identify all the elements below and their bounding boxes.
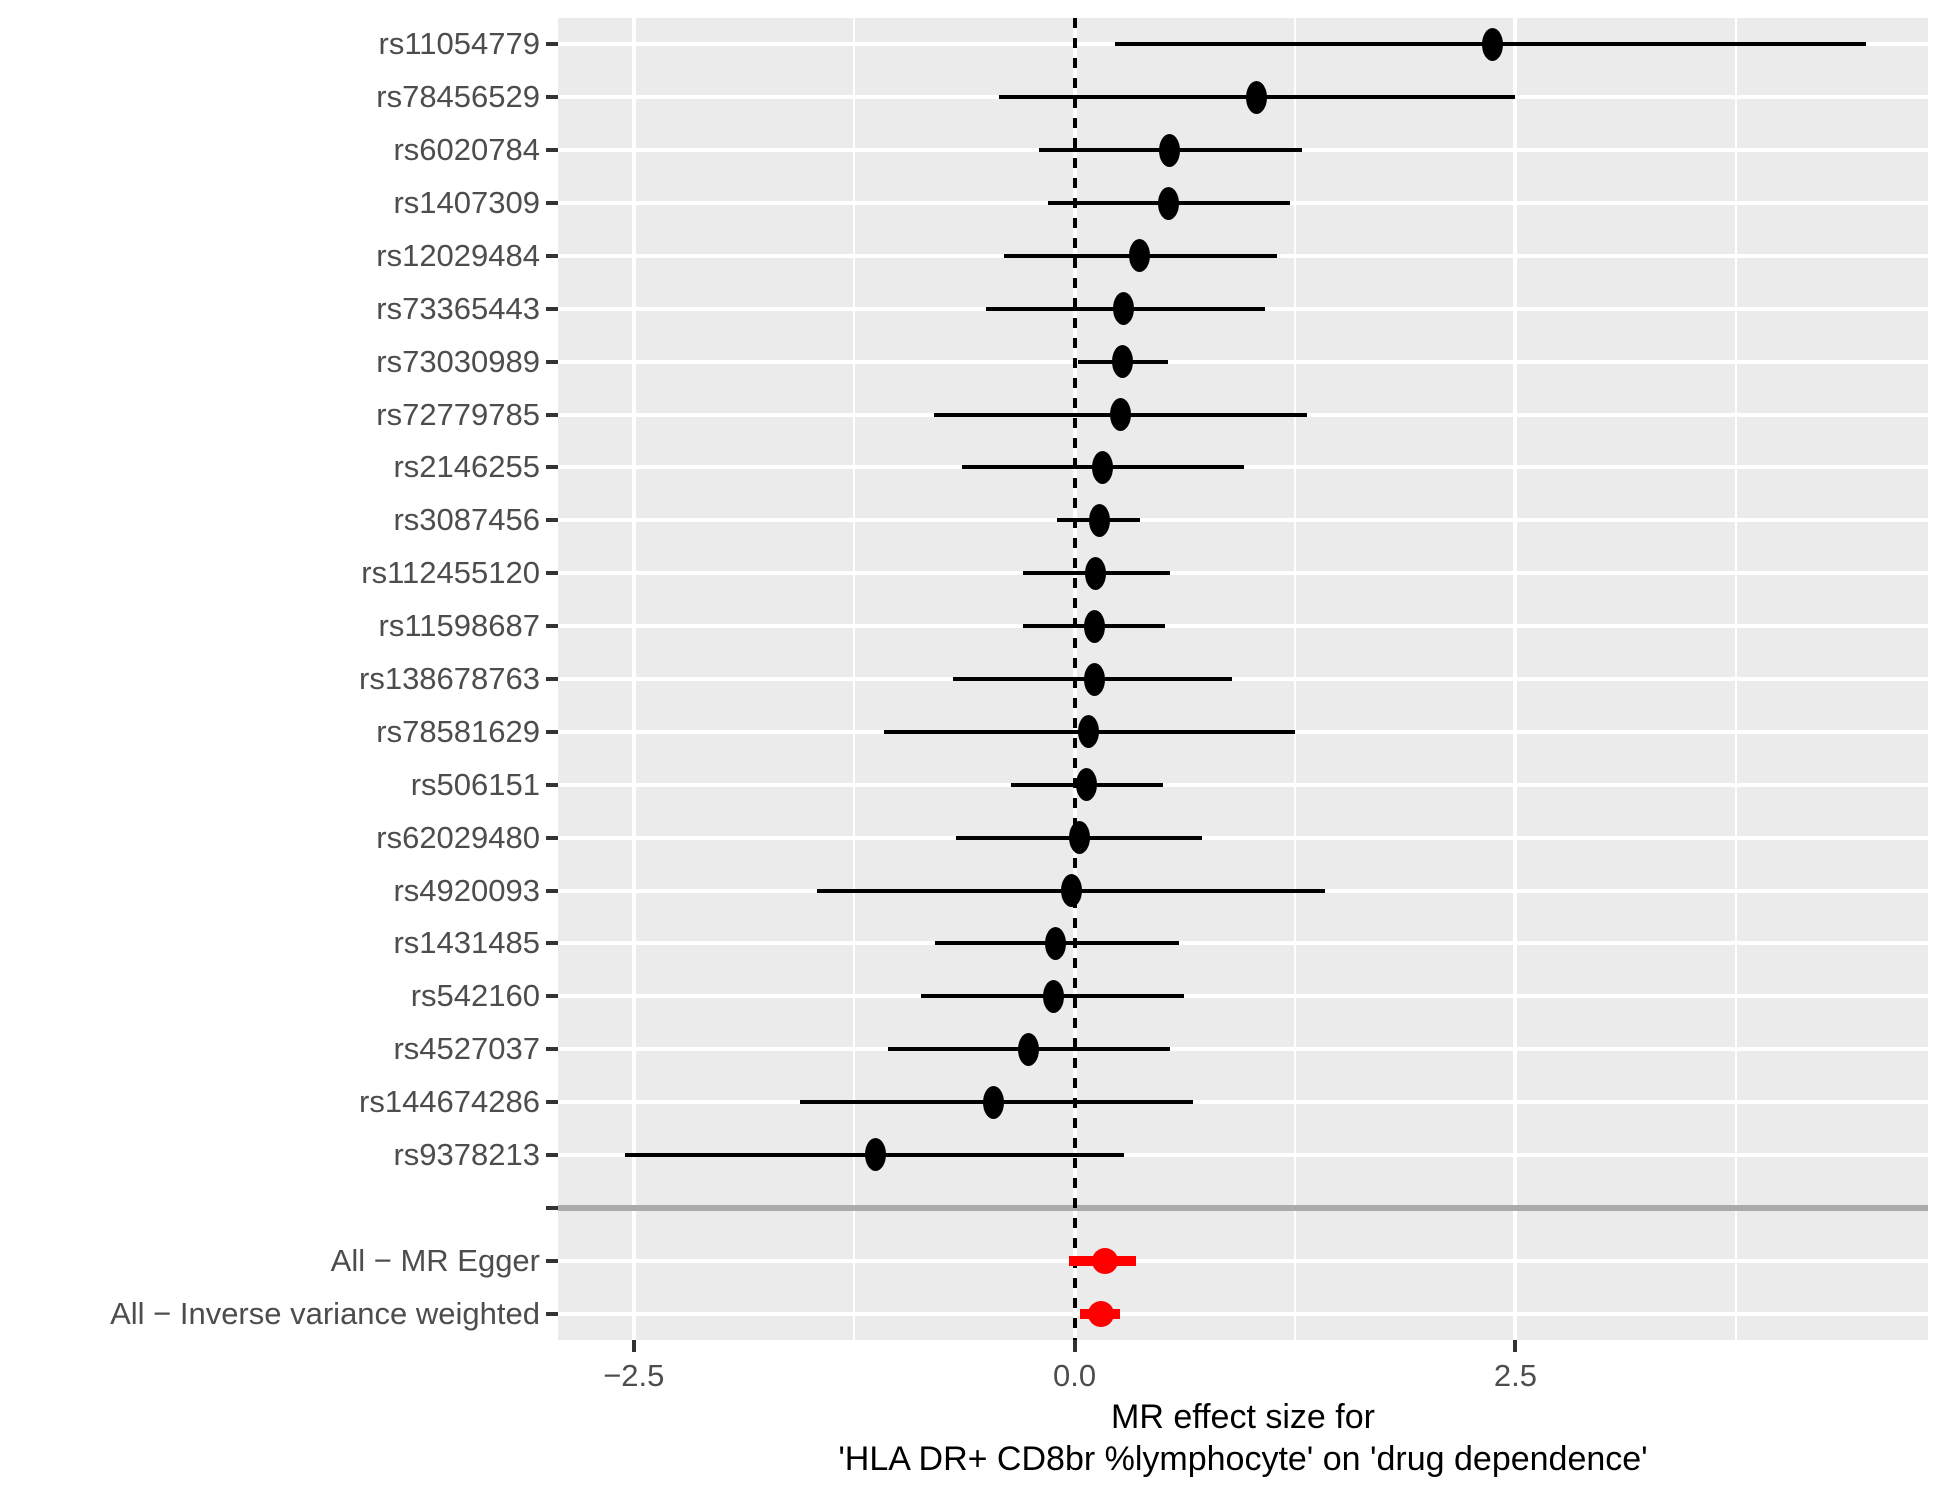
snp-point-estimate [1044, 926, 1066, 960]
y-axis-tick [546, 994, 558, 999]
y-axis-label: rs4920093 [393, 872, 540, 908]
y-axis-label: rs11598687 [378, 608, 540, 644]
x-axis-tick [1072, 1340, 1077, 1352]
gridline-major-horizontal [558, 941, 1928, 946]
y-axis-label: All − Inverse variance weighted [110, 1295, 540, 1331]
y-axis-label: rs11054779 [378, 26, 540, 62]
y-axis-tick [546, 465, 558, 470]
gridline-major-horizontal [558, 782, 1928, 787]
y-axis-tick [546, 729, 558, 734]
snp-point-estimate [1069, 821, 1091, 855]
summary-point-estimate [1088, 1300, 1115, 1327]
gridline-major-horizontal [558, 1047, 1928, 1052]
gridline-major-horizontal [558, 518, 1928, 523]
gridline-major-horizontal [558, 571, 1928, 576]
y-axis-tick [546, 888, 558, 893]
y-axis-tick [546, 1047, 558, 1052]
y-axis-label: All − MR Egger [330, 1242, 540, 1278]
y-axis-label: rs78581629 [376, 713, 540, 749]
y-axis-label: rs3087456 [393, 502, 540, 538]
snp-point-estimate [1111, 345, 1133, 379]
y-axis-label: rs506151 [410, 766, 540, 802]
y-axis-label: rs62029480 [376, 819, 540, 855]
y-axis-tick [546, 306, 558, 311]
y-axis-tick [546, 42, 558, 47]
plot-panel [558, 18, 1928, 1340]
y-axis-label: rs9378213 [393, 1136, 540, 1172]
snp-summary-separator-line [558, 1204, 1928, 1211]
y-axis-tick [546, 1100, 558, 1105]
snp-point-estimate [983, 1085, 1004, 1119]
snp-point-estimate [1083, 662, 1105, 696]
x-axis-title-line-2: 'HLA DR+ CD8br %lymphocyte' on 'drug dep… [838, 1440, 1648, 1478]
y-axis-label: rs1407309 [393, 185, 540, 221]
snp-point-estimate [1092, 450, 1114, 484]
snp-point-estimate [1157, 186, 1179, 220]
y-axis-tick [546, 1311, 558, 1316]
snp-point-estimate [1018, 1032, 1040, 1066]
y-axis-label: rs138678763 [359, 661, 540, 696]
gridline-major-horizontal [558, 1311, 1928, 1316]
y-axis-tick [546, 624, 558, 629]
snp-point-estimate [1088, 503, 1110, 537]
gridline-major-horizontal [558, 677, 1928, 681]
y-axis-tick [546, 941, 558, 946]
x-axis-title-line-1: MR effect size for [1111, 1398, 1375, 1436]
gridline-major-horizontal [558, 1152, 1928, 1157]
x-axis-tick-label: −2.5 [603, 1358, 665, 1393]
gridline-major-horizontal [558, 1258, 1928, 1263]
y-axis-label: rs6020784 [393, 132, 540, 168]
y-axis-label: rs73365443 [376, 290, 540, 326]
summary-point-estimate [1091, 1247, 1118, 1274]
y-axis-tick [546, 359, 558, 364]
y-axis-tick [546, 782, 558, 787]
y-axis-label: rs72779785 [376, 396, 540, 432]
snp-point-estimate [1060, 874, 1082, 908]
y-axis-tick [546, 677, 558, 681]
y-axis-tick [546, 201, 558, 206]
snp-point-estimate [1109, 398, 1131, 432]
snp-point-estimate [1085, 556, 1107, 590]
y-axis-tick [546, 1205, 558, 1210]
snp-point-estimate [1042, 979, 1064, 1013]
y-axis-tick [546, 1152, 558, 1157]
y-axis-label: rs4527037 [393, 1031, 540, 1067]
y-axis-tick [546, 571, 558, 576]
snp-point-estimate [1129, 239, 1151, 273]
y-axis-label: rs12029484 [376, 237, 540, 273]
y-axis-label: rs1431485 [393, 925, 540, 961]
y-axis-tick [546, 835, 558, 840]
x-axis-tick-label: 0.0 [1053, 1358, 1097, 1393]
x-axis-tick-label: 2.5 [1493, 1358, 1537, 1393]
snp-point-estimate [1245, 80, 1267, 114]
y-axis-label: rs73030989 [376, 343, 540, 379]
y-axis-label: rs112455120 [361, 555, 540, 591]
gridline-major-horizontal [558, 994, 1928, 999]
gridline-major-horizontal [558, 624, 1928, 629]
snp-point-estimate [1481, 27, 1503, 61]
snp-point-estimate [1083, 609, 1105, 643]
y-axis-tick [546, 412, 558, 417]
y-axis-tick [546, 518, 558, 523]
y-axis-label: rs144674286 [359, 1084, 540, 1120]
y-axis-label: rs78456529 [376, 79, 540, 115]
x-axis-tick [631, 1340, 636, 1352]
gridline-major-horizontal [558, 1100, 1928, 1105]
snp-point-estimate [1159, 133, 1181, 167]
snp-point-estimate [1078, 715, 1100, 749]
y-axis-label: rs542160 [410, 978, 540, 1014]
y-axis-label: rs2146255 [393, 449, 540, 485]
gridline-major-horizontal [558, 359, 1928, 364]
y-axis-tick [546, 95, 558, 100]
snp-point-estimate [1113, 292, 1135, 326]
snp-point-estimate [1076, 768, 1098, 802]
gridline-major-horizontal [558, 835, 1928, 840]
x-axis-tick [1513, 1340, 1518, 1352]
y-axis-tick [546, 1258, 558, 1263]
snp-point-estimate [864, 1138, 886, 1172]
y-axis-tick [546, 253, 558, 258]
y-axis-tick [546, 148, 558, 153]
